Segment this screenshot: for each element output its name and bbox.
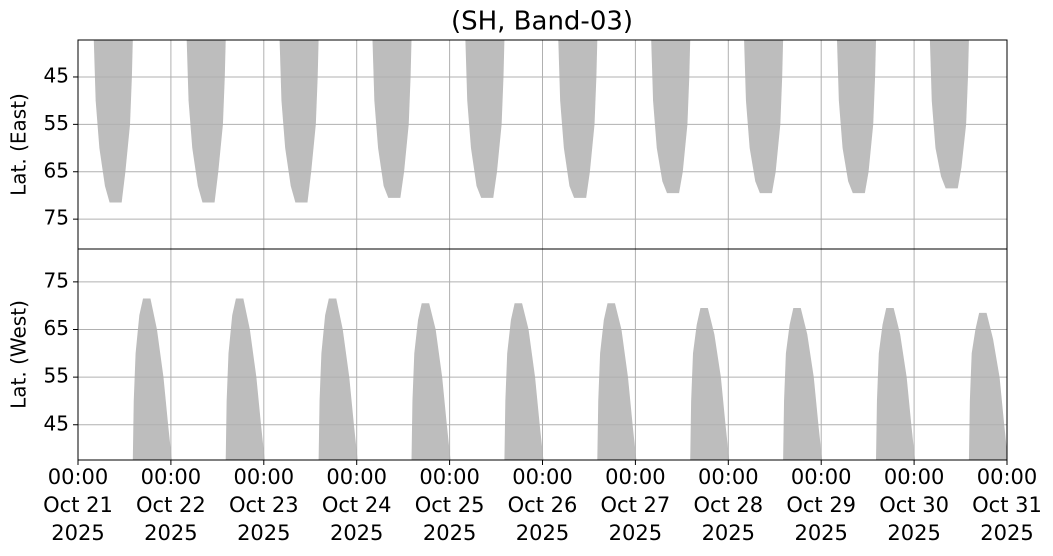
coverage-area (225, 298, 265, 460)
coverage-area (744, 40, 784, 194)
coverage-area (783, 308, 823, 460)
coverage-area (186, 40, 226, 203)
x-tick-label: 00:00 Oct 28 2025 (693, 465, 764, 545)
y-axis-label: Lat. (East) (7, 93, 31, 196)
coverage-area (132, 298, 172, 460)
chart-title: (SH, Band-03) (451, 7, 633, 37)
coverage-area (876, 308, 916, 460)
x-tick-label: 00:00 Oct 25 2025 (414, 465, 485, 545)
y-tick-label: 45 (44, 63, 69, 87)
y-tick-label: 65 (44, 158, 69, 182)
coverage-area (279, 40, 319, 203)
panel (132, 298, 1007, 460)
y-axis-label: Lat. (West) (7, 300, 31, 409)
coverage-area (690, 308, 730, 460)
x-tick-label: 00:00 Oct 31 2025 (972, 465, 1042, 545)
x-tick-label: 00:00 Oct 27 2025 (600, 465, 671, 545)
coverage-area (411, 303, 451, 460)
coverage-area (504, 303, 544, 460)
y-tick-label: 55 (44, 364, 69, 388)
coverage-area (93, 40, 133, 203)
coverage-area (929, 40, 969, 189)
x-tick-label: 00:00 Oct 24 2025 (321, 465, 392, 545)
y-tick-label: 75 (44, 268, 69, 292)
y-tick-label: 55 (44, 111, 69, 135)
coverage-area (372, 40, 412, 198)
y-tick-label: 75 (44, 206, 69, 230)
x-tick-label: 00:00 Oct 30 2025 (879, 465, 949, 545)
coverage-area (968, 312, 1007, 460)
x-tick-label: 00:00 Oct 21 2025 (43, 465, 113, 545)
x-tick-label: 00:00 Oct 29 2025 (786, 465, 857, 545)
x-tick-label: 00:00 Oct 23 2025 (228, 465, 299, 545)
y-tick-label: 65 (44, 316, 69, 340)
coverage-area (558, 40, 598, 198)
coverage-area (597, 303, 637, 460)
x-tick-label: 00:00 Oct 26 2025 (507, 465, 578, 545)
coverage-area (836, 40, 877, 194)
y-tick-label: 45 (44, 411, 69, 435)
x-tick-label: 00:00 Oct 22 2025 (136, 465, 206, 545)
coverage-area (465, 40, 505, 198)
coverage-area (318, 298, 358, 460)
coverage-area (651, 40, 691, 194)
panel (93, 40, 969, 203)
